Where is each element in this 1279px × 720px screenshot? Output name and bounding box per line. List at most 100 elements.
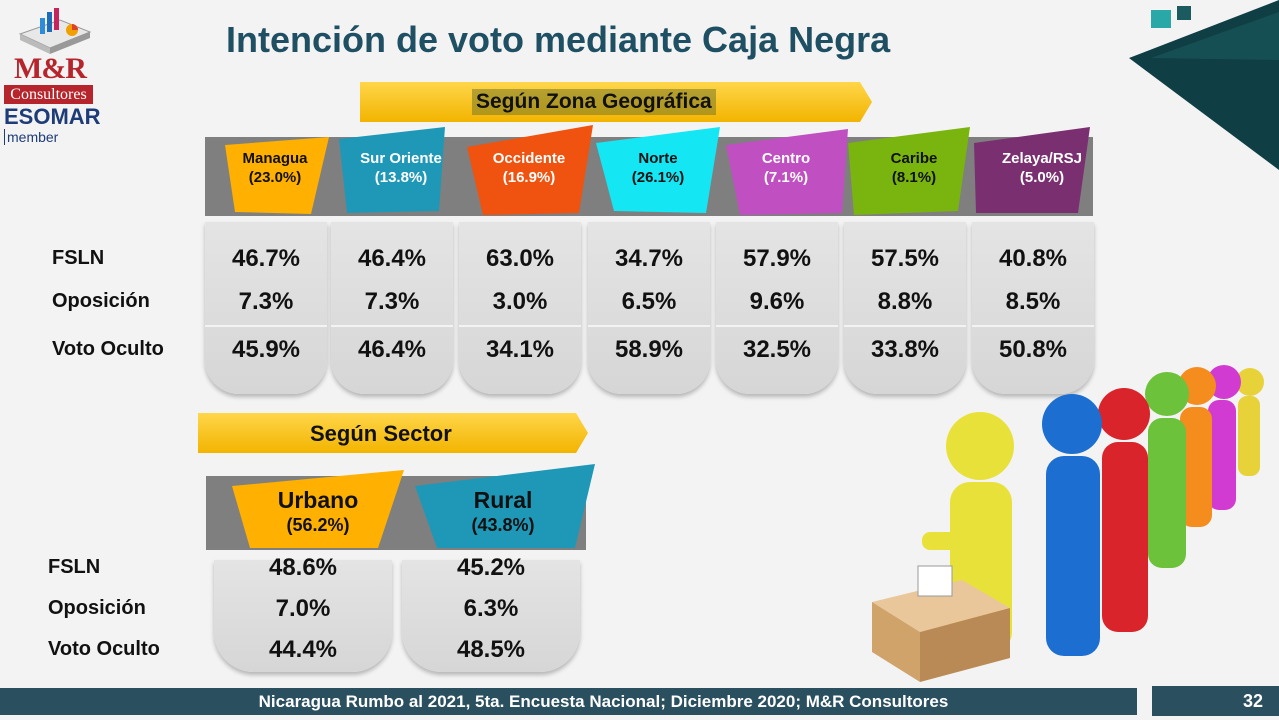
region-name: Zelaya/RSJ xyxy=(1001,150,1083,167)
sector-banner-label: Según Sector xyxy=(310,421,452,446)
region-tab-7: Zelaya/RSJ (5.0%) xyxy=(988,133,1096,203)
region-value: 45.9% xyxy=(231,336,301,363)
region-value: 8.8% xyxy=(877,288,933,315)
region-share: (5.0%) xyxy=(1019,169,1065,186)
sector-name: Urbano xyxy=(277,487,359,513)
region-column-4 xyxy=(588,222,710,394)
region-tab-fill xyxy=(848,127,970,215)
zona-banner-label: Según Zona Geográfica xyxy=(472,89,716,115)
column-divider xyxy=(716,325,838,327)
region-tab-shape xyxy=(339,127,445,213)
region-column-7 xyxy=(972,222,1094,394)
region-name: Occidente xyxy=(492,150,566,167)
column-divider xyxy=(459,325,581,327)
region-value: 6.5% xyxy=(621,288,677,315)
region-value: 9.6% xyxy=(749,288,805,315)
zona-row-label-voto-oculto: Voto Oculto xyxy=(52,338,164,360)
column-divider xyxy=(331,325,453,327)
esomar-member: member xyxy=(4,129,58,145)
column-divider xyxy=(588,325,710,327)
sector-column-1 xyxy=(214,560,392,672)
region-tab-fill xyxy=(467,125,593,215)
region-column-1 xyxy=(205,222,327,394)
region-value: 7.3% xyxy=(364,288,420,315)
footer-source-text: Nicaragua Rumbo al 2021, 5ta. Encuesta N… xyxy=(258,692,949,711)
region-tab-shape xyxy=(225,137,329,214)
zona-row-label-oposicion: Oposición xyxy=(52,290,150,312)
region-value: 57.9% xyxy=(742,245,812,272)
region-value: 3.0% xyxy=(492,288,548,315)
region-name: Managua xyxy=(242,150,308,167)
region-tab-fill xyxy=(225,137,329,214)
region-column-6 xyxy=(844,222,966,394)
region-share: (26.1%) xyxy=(631,169,685,186)
sector-row-label-oposicion: Oposición xyxy=(48,597,146,619)
sector-share: (56.2%) xyxy=(286,515,350,535)
region-value: 40.8% xyxy=(998,245,1068,272)
esomar-logo: ESOMAR xyxy=(4,104,101,129)
region-tab-fill xyxy=(596,127,720,213)
footer-bar xyxy=(0,688,1137,715)
region-tab-fill xyxy=(974,127,1090,213)
sector-row-label-fsln: FSLN xyxy=(48,556,101,578)
zona-banner: Según Zona Geográfica xyxy=(360,80,874,124)
voters-ballot-box-illustration xyxy=(862,352,1274,684)
sector-value: 48.6% xyxy=(268,554,338,581)
region-tab-2: Sur Oriente (13.8%) xyxy=(347,133,455,203)
region-tab-shape xyxy=(467,125,593,215)
region-column-3 xyxy=(459,222,581,394)
region-share: (8.1%) xyxy=(891,169,937,186)
sector-tab-1: Urbano (56.2%) xyxy=(238,478,398,544)
region-tab-shape xyxy=(596,127,720,213)
sector-value: 48.5% xyxy=(456,636,526,663)
region-value: 46.4% xyxy=(357,336,427,363)
region-value: 34.1% xyxy=(485,336,555,363)
region-value: 58.9% xyxy=(614,336,684,363)
region-tab-fill xyxy=(726,129,848,215)
region-tab-5: Centro (7.1%) xyxy=(732,133,840,203)
region-value: 63.0% xyxy=(485,245,555,272)
sector-share: (43.8%) xyxy=(471,515,535,535)
sector-tab-shape xyxy=(232,470,404,548)
region-value: 7.3% xyxy=(238,288,294,315)
page-number: 32 xyxy=(1152,686,1279,716)
region-tab-3: Occidente (16.9%) xyxy=(475,133,583,203)
region-tab-1: Managua (23.0%) xyxy=(221,133,329,203)
region-name: Caribe xyxy=(890,150,938,167)
corner-decoration xyxy=(1129,0,1279,170)
column-divider xyxy=(972,325,1094,327)
region-share: (13.8%) xyxy=(374,169,428,186)
sector-banner: Según Sector xyxy=(198,411,590,455)
region-share: (16.9%) xyxy=(502,169,556,186)
region-tab-6: Caribe (8.1%) xyxy=(860,133,968,203)
region-name: Sur Oriente xyxy=(360,150,442,167)
region-share: (7.1%) xyxy=(763,169,809,186)
sector-tab-fill xyxy=(232,470,404,548)
region-name: Norte xyxy=(638,150,678,167)
region-share: (23.0%) xyxy=(248,169,302,186)
region-column-5 xyxy=(716,222,838,394)
region-tab-shape xyxy=(726,129,848,215)
sector-name: Rural xyxy=(473,487,533,513)
region-value: 46.7% xyxy=(231,245,301,272)
column-divider xyxy=(844,325,966,327)
region-tab-fill xyxy=(339,127,445,213)
column-divider xyxy=(205,325,327,327)
region-value: 34.7% xyxy=(614,245,684,272)
region-value: 32.5% xyxy=(742,336,812,363)
region-tab-shape xyxy=(974,127,1090,213)
sector-column-2 xyxy=(402,560,580,672)
sector-tab-2: Rural (43.8%) xyxy=(423,478,583,544)
logo-brand: M&R xyxy=(14,52,87,85)
logo-graphic xyxy=(14,4,94,58)
region-value: 50.8% xyxy=(998,336,1068,363)
sector-value: 44.4% xyxy=(268,636,338,663)
region-value: 8.5% xyxy=(1005,288,1061,315)
sector-value: 6.3% xyxy=(463,595,519,622)
page-title: Intención de voto mediante Caja Negra xyxy=(226,19,891,60)
sector-tab-shape xyxy=(415,464,595,548)
sector-row-label-voto-oculto: Voto Oculto xyxy=(48,638,160,660)
logo-subtitle: Consultores xyxy=(4,85,93,104)
region-value: 33.8% xyxy=(870,336,940,363)
ballot-box xyxy=(872,565,1010,682)
